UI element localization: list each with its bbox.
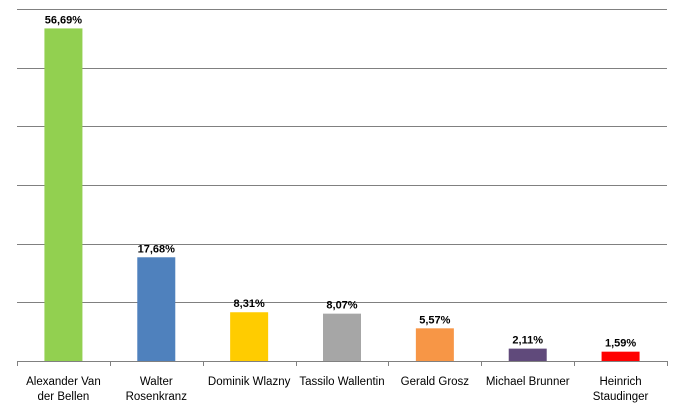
category-label-line: Michael Brunner [486,376,570,388]
bars [44,28,640,361]
bar [508,348,547,361]
category-label-line: Heinrich [599,376,641,388]
category-label: Michael Brunner [486,376,570,388]
gridlines [17,9,667,303]
category-label: Heinrich Staudinger [593,376,649,403]
data-label: 8,07% [326,300,357,312]
data-label: 17,68% [138,243,176,255]
category-label-line: Tassilo Wallentin [299,376,384,388]
data-label: 1,59% [605,338,636,350]
category-label-line: Gerald Grosz [401,376,470,388]
category-label-line: der Bellen [38,391,90,403]
category-label: Alexander Van der Bellen [26,376,101,403]
bar [44,28,83,361]
category-label-line: Staudinger [593,391,649,403]
category-labels: Alexander Van der Bellen Walter Rosenkranz D… [26,376,648,403]
data-label: 5,57% [419,314,450,326]
category-label: Gerald Grosz [401,376,470,388]
category-label: Walter Rosenkranz [126,376,188,403]
value-labels: 56,69% 17,68% 8,31% 8,07% 5,57% 2,11% 1,59% [45,14,637,349]
data-label: 56,69% [45,14,83,26]
bar [137,257,176,361]
category-label: Tassilo Wallentin [299,376,384,388]
bar [415,328,454,361]
category-label-line: Alexander Van [26,376,101,388]
data-label: 8,31% [234,298,265,310]
x-axis [17,361,668,366]
category-label: Dominik Wlazny [208,376,291,388]
data-label: 2,11% [512,335,543,347]
category-label-line: Walter [140,376,173,388]
bar [601,351,640,361]
category-label-line: Dominik Wlazny [208,376,291,388]
category-label-line: Rosenkranz [126,391,188,403]
bar [230,312,269,361]
bar [323,313,361,361]
